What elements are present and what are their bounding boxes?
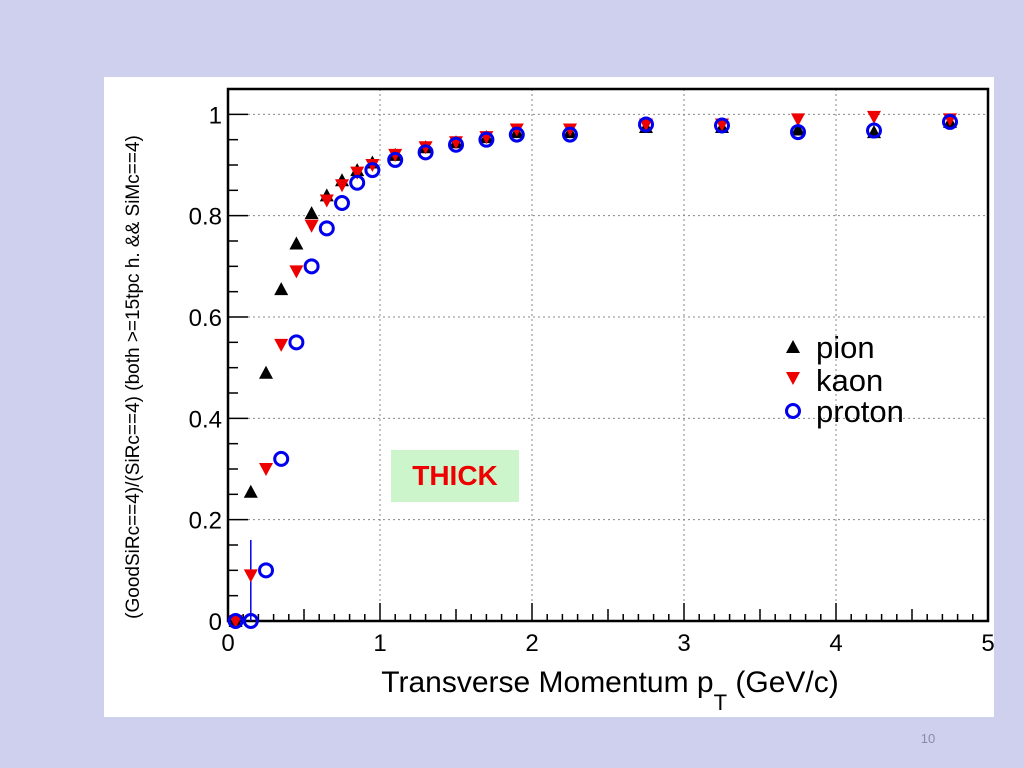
kaon-point-9	[365, 159, 380, 172]
pion-point-2	[259, 365, 273, 379]
kaon-point-8	[350, 166, 365, 180]
legend-marker-pion	[786, 340, 800, 353]
proton-point-8	[349, 174, 366, 191]
y-tick-label-5: 1	[209, 102, 222, 129]
kaon-point-7	[335, 179, 349, 193]
proton-point-1	[242, 613, 259, 629]
legend-marker-kaon	[786, 372, 800, 385]
y-tick-label-2: 0.4	[189, 406, 222, 433]
kaon-point-10	[388, 148, 403, 162]
pion-point-5	[304, 206, 319, 220]
x-tick-label-1: 1	[373, 630, 386, 657]
y-axis-title: (GoodSiRc==4)/(SiRc==4) (both >=15tpc h.…	[123, 135, 144, 619]
proton-point-16	[638, 116, 654, 133]
proton-point-12	[448, 136, 464, 153]
x-tick-label-0: 0	[221, 630, 234, 657]
proton-point-6	[318, 220, 335, 237]
kaon-point-11	[418, 141, 433, 155]
proton-point-15	[562, 126, 578, 143]
kaon-point-15	[563, 123, 577, 137]
kaon-point-1	[243, 569, 258, 583]
proton-point-20	[942, 113, 958, 130]
y-tick-label-1: 0.2	[189, 508, 222, 535]
kaon-point-5	[304, 219, 319, 233]
legend-label-kaon: kaon	[816, 363, 883, 398]
pion-point-3	[274, 282, 289, 296]
data-points	[227, 110, 958, 629]
slide-page-number: 10	[920, 731, 936, 746]
proton-point-0	[227, 613, 244, 629]
x-tick-label-4: 4	[829, 630, 842, 657]
kaon-point-14	[509, 123, 524, 137]
kaon-point-4	[289, 265, 304, 279]
plot-frame	[226, 87, 990, 623]
proton-point-18	[790, 124, 806, 141]
x-axis-title-unit: (GeV/c)	[727, 666, 839, 699]
x-axis-title: Transverse Momentum pT (GeV/c)	[381, 666, 838, 715]
x-tick-label-3: 3	[677, 630, 690, 657]
kaon-point-3	[274, 338, 289, 352]
proton-point-4	[288, 334, 305, 351]
proton-point-13	[478, 131, 495, 148]
kaon-point-0	[228, 615, 243, 628]
pion-point-1	[243, 484, 258, 498]
x-tick-label-5: 5	[981, 630, 994, 657]
axis-tick-labels: 0 1 2 3 4 5 0 0.2 0.4 0.6 0.8 1	[189, 102, 994, 657]
y-tick-label-4: 0.8	[189, 204, 222, 231]
pion-point-18	[791, 122, 805, 136]
y-tick-label-0: 0	[209, 609, 222, 636]
annotation-thick-label: THICK	[391, 450, 519, 502]
kaon-point-2	[259, 463, 273, 476]
kaon-point-19	[867, 110, 881, 124]
legend-label-pion: pion	[816, 330, 875, 365]
legend: pion kaon proton	[785, 330, 904, 429]
proton-point-19	[866, 122, 882, 139]
x-axis-title-subscript: T	[714, 690, 727, 715]
y-tick-label-3: 0.6	[189, 305, 222, 332]
scatter-plot: 0 1 2 3 4 5 0 0.2 0.4 0.6 0.8 1 Transverse Momentum…	[123, 87, 994, 715]
pion-point-4	[289, 236, 304, 250]
proton-point-2	[258, 562, 274, 579]
proton-point-7	[334, 195, 350, 211]
x-axis-title-main: Transverse Momentum p	[381, 666, 713, 699]
kaon-point-18	[791, 113, 805, 127]
kaon-point-6	[319, 194, 334, 208]
proton-point-5	[303, 258, 320, 275]
proton-point-14	[508, 126, 525, 143]
legend-marker-proton	[785, 403, 801, 419]
grid-lines	[228, 89, 988, 621]
proton-point-9	[364, 162, 381, 179]
proton-point-17	[714, 117, 730, 134]
plot-canvas: 0 1 2 3 4 5 0 0.2 0.4 0.6 0.8 1 Transverse Momentum…	[104, 77, 994, 717]
proton-point-10	[387, 151, 404, 168]
proton-point-11	[417, 144, 434, 161]
legend-label-proton: proton	[816, 394, 904, 429]
kaon-point-16	[639, 118, 653, 132]
proton-point-3	[273, 450, 290, 467]
x-tick-label-2: 2	[525, 630, 538, 657]
